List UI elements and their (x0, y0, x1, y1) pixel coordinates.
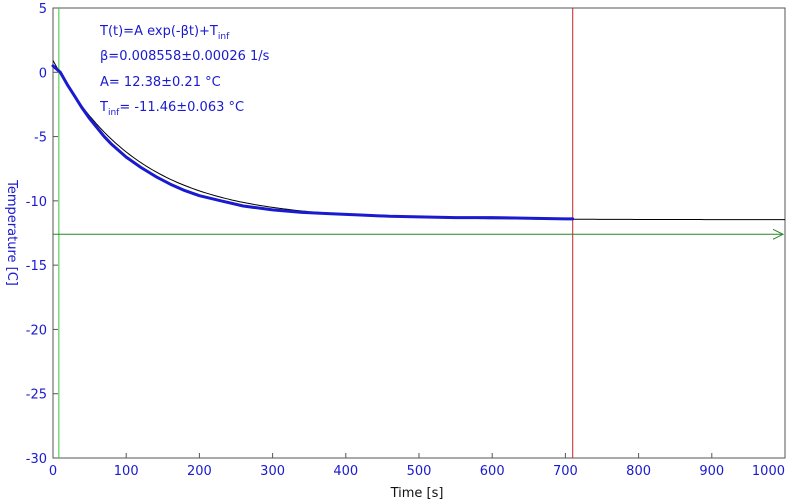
x-tick-label: 700 (553, 464, 578, 479)
model-equation: T(t)=A exp(-βt)+Tinf (99, 24, 230, 42)
y-tick-label: 0 (39, 66, 47, 81)
y-axis-title: Temperature [C] (4, 179, 19, 286)
y-tick-label: -30 (26, 452, 47, 467)
y-tick-label: -25 (26, 388, 47, 403)
x-tick-label: 300 (260, 464, 285, 479)
y-tick-label: -15 (26, 259, 47, 274)
y-tick-label: -5 (34, 131, 47, 146)
y-tick-label: 5 (39, 2, 47, 17)
y-axis-ticks: 5 0 -5 -10 -15 -20 -25 -30 (26, 2, 58, 467)
x-axis-ticks: 0 100 200 300 400 500 600 700 800 900 1000 (49, 453, 786, 479)
x-tick-label: 200 (187, 464, 212, 479)
asymptote-arrow-icon (772, 228, 785, 240)
x-axis-title: Time [s] (390, 486, 444, 501)
beta-value: β=0.008558±0.00026 1/s (100, 49, 270, 64)
y-tick-label: -10 (26, 195, 47, 210)
x-tick-label: 500 (407, 464, 432, 479)
x-tick-label: 600 (480, 464, 505, 479)
x-tick-label: 400 (333, 464, 358, 479)
x-tick-label: 900 (699, 464, 724, 479)
x-tick-label: 0 (49, 464, 57, 479)
tinf-value: Tinf= -11.46±0.063 °C (99, 100, 244, 118)
amplitude-value: A= 12.38±0.21 °C (100, 75, 221, 90)
x-tick-label: 800 (626, 464, 651, 479)
x-tick-label: 100 (114, 464, 139, 479)
data-curve (51, 64, 575, 221)
y-tick-label: -20 (26, 323, 47, 338)
x-tick-label: 1000 (752, 464, 785, 479)
